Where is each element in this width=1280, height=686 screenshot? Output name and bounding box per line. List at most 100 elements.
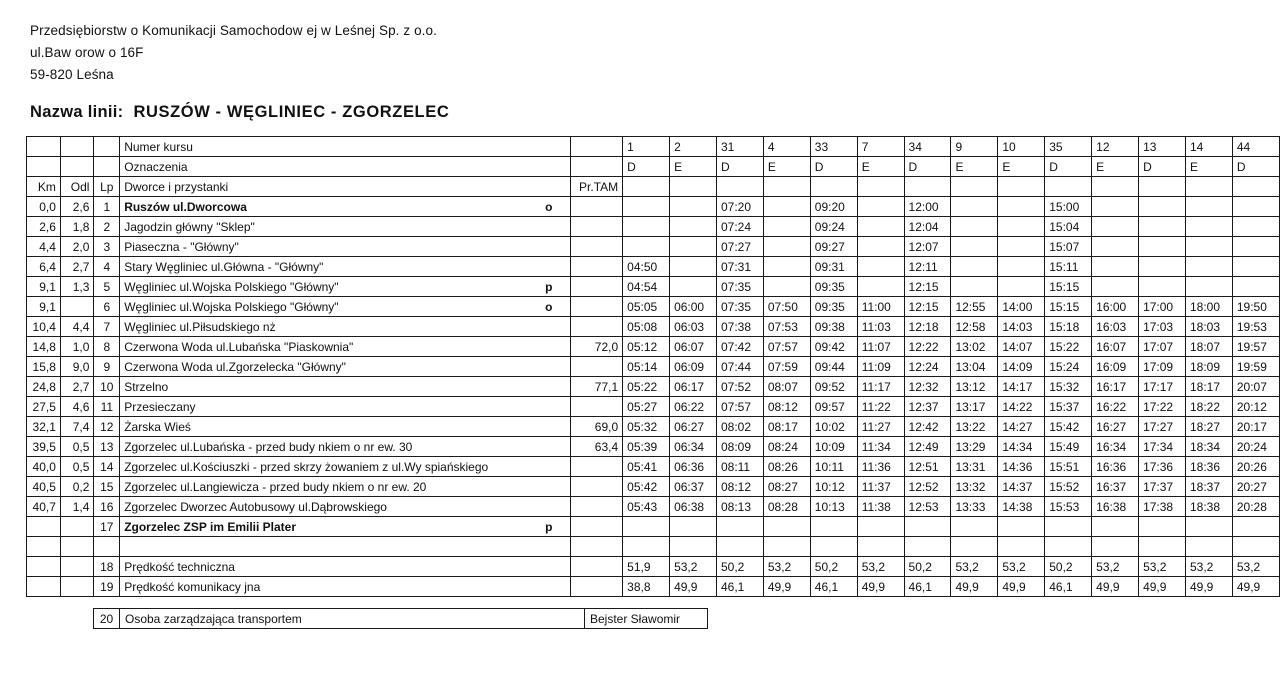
table-row: 14,8 1,0 8 Czerwona Woda ul.Lubańska "Piask… bbox=[26, 336, 1280, 357]
departure-time-13: 17:27 bbox=[1138, 416, 1186, 437]
row-odl: 2,7 bbox=[59, 256, 95, 277]
row-stop-cell: Węgliniec ul.Wojska Polskiego "Główny" o bbox=[119, 296, 571, 317]
row-stop-cell: Węgliniec ul.Piłsudskiego nż bbox=[119, 316, 571, 337]
departure-time-33: 09:38 bbox=[809, 316, 858, 337]
header-blank-prtam bbox=[569, 136, 624, 157]
departure-time-12: 16:37 bbox=[1091, 476, 1140, 497]
spacer-course-4 bbox=[762, 536, 811, 557]
departure-time-44: 20:27 bbox=[1231, 476, 1280, 497]
row-lp: 13 bbox=[93, 436, 121, 457]
departure-time-31: 07:57 bbox=[715, 396, 764, 417]
departure-time-9: 13:02 bbox=[950, 336, 999, 357]
header-row-course-number: Numer kursu 1 2 31 4 33 7 34 9 10 35 12 13 14 44 bbox=[26, 136, 1280, 157]
departure-time-4 bbox=[762, 216, 811, 237]
departure-time-34: 12:49 bbox=[903, 436, 952, 457]
departure-time-10: 14:09 bbox=[997, 356, 1046, 377]
departure-time-31: 08:11 bbox=[715, 456, 764, 477]
row-lp: 9 bbox=[93, 356, 121, 377]
row-lp: 6 bbox=[93, 296, 121, 317]
departure-time-35: 15:15 bbox=[1044, 296, 1093, 317]
row-odl: 4,6 bbox=[59, 396, 95, 417]
departure-time-9: 13:04 bbox=[950, 356, 999, 377]
departure-time-35: 15:11 bbox=[1044, 256, 1093, 277]
summary-value-10: 49,9 bbox=[997, 576, 1046, 597]
manager-row-lp: 20 bbox=[93, 608, 120, 629]
stop-name: Przesieczany bbox=[124, 399, 196, 414]
departure-time-2: 06:36 bbox=[669, 456, 717, 477]
departure-time-7: 11:07 bbox=[856, 336, 905, 357]
stop-name: Zgorzelec Dworzec Autobusowy ul.Dąbrowsk… bbox=[124, 499, 387, 514]
spacer-course-31 bbox=[715, 536, 764, 557]
departure-time-1: 05:27 bbox=[622, 396, 671, 417]
departure-time-44: 20:28 bbox=[1231, 496, 1280, 517]
header-empty-course-7 bbox=[856, 176, 905, 197]
stop-name: Stary Węgliniec ul.Główna - "Główny" bbox=[124, 259, 324, 274]
departure-time-33: 09:44 bbox=[809, 356, 858, 377]
departure-time-10: 14:38 bbox=[997, 496, 1046, 517]
departure-time-31: 08:13 bbox=[715, 496, 764, 517]
departure-time-12: 16:38 bbox=[1091, 496, 1140, 517]
departure-time-12: 16:00 bbox=[1091, 296, 1140, 317]
row-odl: 0,5 bbox=[59, 436, 95, 457]
course-number-4: 4 bbox=[762, 136, 811, 157]
row-prtam bbox=[569, 396, 624, 417]
departure-time-12: 16:09 bbox=[1091, 356, 1140, 377]
departure-time-35: 15:07 bbox=[1044, 236, 1093, 257]
row-stop-cell: Piaseczna - "Główny" bbox=[119, 236, 571, 257]
departure-time-9: 13:22 bbox=[950, 416, 999, 437]
summary-value-13: 49,9 bbox=[1138, 576, 1186, 597]
row-lp: 8 bbox=[93, 336, 121, 357]
header-prtam: Pr.TAM bbox=[569, 176, 624, 197]
departure-time-4: 08:24 bbox=[762, 436, 811, 457]
departure-time-13: 17:38 bbox=[1138, 496, 1186, 517]
row-prtam bbox=[569, 256, 624, 277]
departure-time-31: 07:38 bbox=[715, 316, 764, 337]
departure-time-2: 06:27 bbox=[669, 416, 717, 437]
summary-value-10: 53,2 bbox=[997, 556, 1046, 577]
departure-time-10: 14:36 bbox=[997, 456, 1046, 477]
row-prtam bbox=[569, 356, 624, 377]
row-odl: 1,4 bbox=[59, 496, 95, 517]
line-name-value: RUSZÓW - WĘGLINIEC - ZGORZELEC bbox=[133, 103, 450, 121]
course-mark-2: E bbox=[669, 156, 717, 177]
summary-value-35: 50,2 bbox=[1044, 556, 1093, 577]
manager-row-label: Osoba zarządzająca transportem bbox=[119, 608, 585, 629]
summary-odl bbox=[59, 576, 95, 597]
departure-time-10 bbox=[997, 256, 1046, 277]
departure-time-12 bbox=[1091, 276, 1140, 297]
manager-box-wrapper: 20 Osoba zarządzająca transportem Bejste… bbox=[93, 608, 708, 629]
header-empty-course-4 bbox=[762, 176, 811, 197]
departure-time-1 bbox=[622, 196, 671, 217]
course-mark-1: D bbox=[622, 156, 671, 177]
table-row: 17 Zgorzelec ZSP im Emilii Plater p bbox=[26, 516, 1280, 537]
header-odl: Odl bbox=[59, 176, 95, 197]
stop-name: Czerwona Woda ul.Zgorzelecka "Główny" bbox=[124, 359, 346, 374]
spacer-course-12 bbox=[1091, 536, 1140, 557]
row-km: 14,8 bbox=[26, 336, 61, 357]
course-mark-4: E bbox=[762, 156, 811, 177]
summary-value-9: 49,9 bbox=[950, 576, 999, 597]
departure-time-34: 12:18 bbox=[903, 316, 952, 337]
summary-value-4: 53,2 bbox=[762, 556, 811, 577]
course-number-10: 10 bbox=[997, 136, 1046, 157]
table-row: 40,0 0,5 14 Zgorzelec ul.Kościuszki - przed… bbox=[26, 456, 1280, 477]
departure-time-35: 15:49 bbox=[1044, 436, 1093, 457]
departure-time-34: 12:15 bbox=[903, 296, 952, 317]
row-prtam bbox=[569, 456, 624, 477]
departure-time-14 bbox=[1184, 216, 1233, 237]
departure-time-7 bbox=[856, 236, 905, 257]
departure-time-35: 15:32 bbox=[1044, 376, 1093, 397]
departure-time-35: 15:18 bbox=[1044, 316, 1093, 337]
departure-time-4 bbox=[762, 236, 811, 257]
manager-row-name: Bejster Sławomir bbox=[584, 608, 708, 629]
summary-label: Prędkość komunikacy jna bbox=[119, 576, 571, 597]
departure-time-14: 18:22 bbox=[1184, 396, 1233, 417]
course-mark-35: D bbox=[1044, 156, 1093, 177]
table-row: 2,6 1,8 2 Jagodzin główny "Sklep" 07:24 09:24… bbox=[26, 216, 1280, 237]
stop-marker-o: o bbox=[545, 300, 553, 314]
departure-time-7 bbox=[856, 276, 905, 297]
departure-time-14 bbox=[1184, 516, 1233, 537]
header-designations-label: Oznaczenia bbox=[119, 156, 571, 177]
course-mark-12: E bbox=[1091, 156, 1140, 177]
table-spacer-row bbox=[26, 536, 1280, 557]
